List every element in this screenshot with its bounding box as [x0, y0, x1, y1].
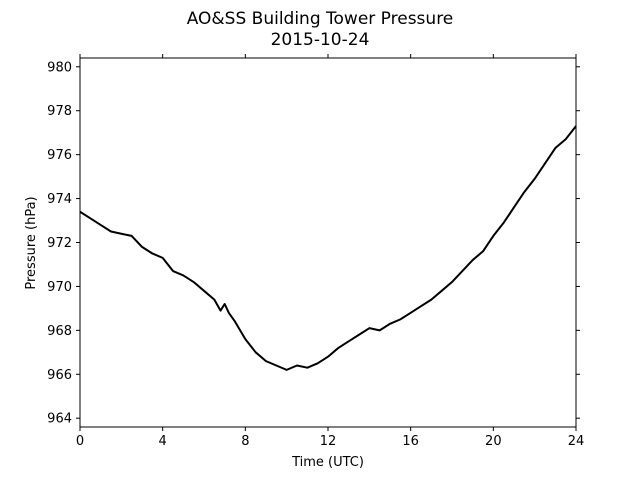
chart-title: AO&SS Building Tower Pressure	[187, 9, 454, 29]
x-tick-label: 0	[76, 434, 84, 449]
y-axis-label: Pressure (hPa)	[24, 196, 39, 289]
chart-subtitle: 2015-10-24	[271, 30, 370, 50]
x-tick-label: 8	[241, 434, 249, 449]
y-tick-label: 964	[47, 412, 72, 427]
x-axis-label: Time (UTC)	[291, 455, 364, 470]
y-tick-label: 970	[47, 280, 72, 295]
y-tick-label: 968	[47, 324, 72, 339]
x-tick-label: 24	[568, 434, 585, 449]
y-tick-label: 966	[47, 368, 72, 383]
x-tick-label: 4	[159, 434, 167, 449]
y-tick-label: 980	[47, 60, 72, 75]
x-tick-label: 12	[320, 434, 337, 449]
x-axis: 0 4 8 12 16 20 24	[76, 54, 584, 449]
y-tick-label: 974	[47, 192, 72, 207]
x-tick-label: 16	[402, 434, 419, 449]
y-tick-label: 972	[47, 236, 72, 251]
pressure-series-line	[79, 125, 577, 371]
y-axis: 964 966 968 970 972 974 976 978 980	[47, 60, 580, 427]
y-tick-label: 976	[47, 148, 72, 163]
x-tick-label: 20	[485, 434, 502, 449]
plot-frame	[79, 57, 577, 428]
y-tick-label: 978	[47, 104, 72, 119]
series-layer	[79, 125, 577, 371]
